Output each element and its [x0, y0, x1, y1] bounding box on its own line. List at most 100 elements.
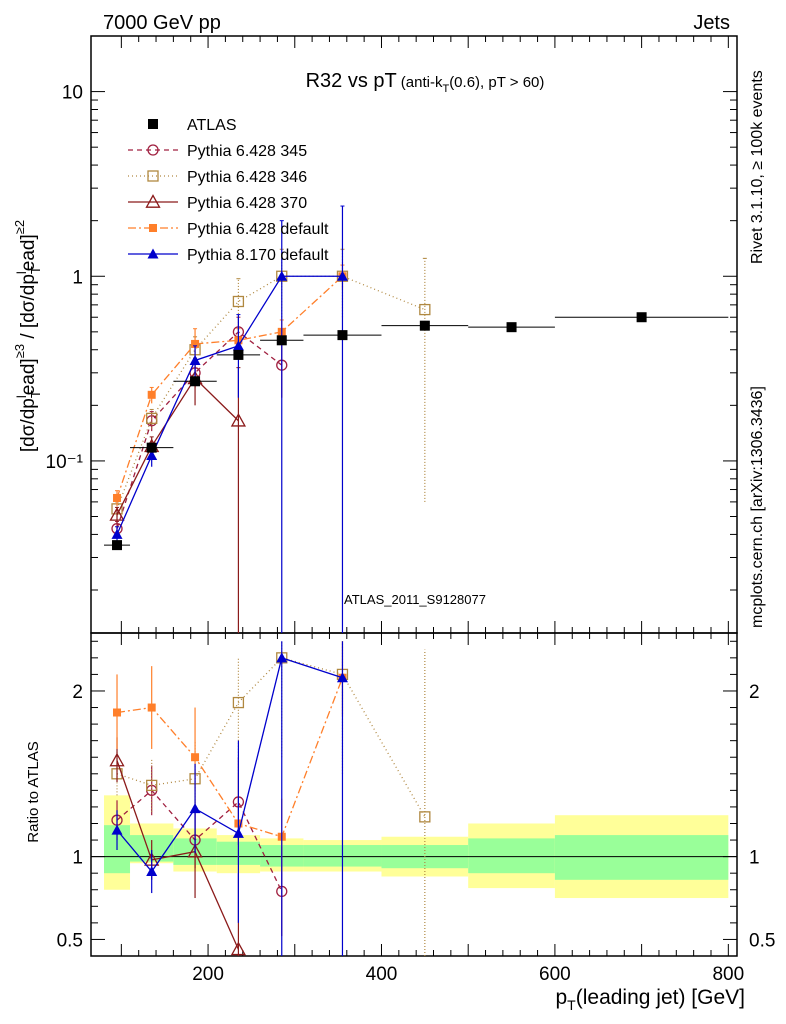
ratio-point — [191, 753, 200, 762]
header-right: Jets — [693, 12, 730, 34]
legend-entry-1: Pythia 6.428 345 — [128, 143, 307, 160]
legend-label: Pythia 6.428 default — [187, 221, 329, 238]
data-point — [232, 295, 245, 308]
data-point — [191, 339, 200, 348]
ratio-line — [116, 657, 426, 818]
data-point — [147, 390, 156, 399]
data-point — [146, 449, 158, 460]
ratio-point — [146, 866, 158, 877]
legend-marker — [149, 224, 157, 232]
atlas-point — [337, 330, 348, 341]
ratio-line — [116, 677, 344, 838]
ylabel-d: ead] — [18, 234, 39, 271]
ylabel-sup3: ≥3 — [12, 344, 27, 358]
atlas-point — [112, 540, 123, 551]
ratio-line — [116, 657, 343, 873]
ratio-frame — [90, 632, 738, 957]
rivet-label: Rivet 3.1.10, ≥ 100k events — [749, 70, 766, 264]
ratio-point — [189, 803, 201, 814]
ratio-point — [187, 843, 203, 858]
legend-entry-3: Pythia 6.428 370 — [128, 194, 307, 212]
ratio-tick-label-right: 0.5 — [749, 930, 775, 951]
atlas-point — [233, 349, 244, 360]
ylabel-sup2: ≥2 — [12, 220, 27, 234]
ratio-line — [116, 760, 240, 950]
x-tick-label: 600 — [539, 964, 571, 985]
series-line — [116, 275, 426, 510]
data-point — [230, 412, 247, 427]
ratio-point — [419, 811, 431, 823]
xlabel-t: T — [567, 997, 576, 1013]
ratio-point — [109, 752, 125, 767]
legend-entry-4: Pythia 6.428 default — [128, 221, 329, 238]
data-point — [419, 303, 431, 316]
atlas-data — [104, 312, 729, 551]
ratio-tick-label-left: 2 — [72, 682, 83, 703]
y-tick-label: 10⁻¹ — [46, 452, 84, 473]
title-main: R32 vs pT — [306, 70, 397, 92]
x-tick-label: 400 — [366, 964, 398, 985]
ylabel-l2: l — [14, 271, 29, 274]
ylabel-t2: T — [28, 266, 43, 274]
data-point — [109, 507, 125, 521]
series-4 — [111, 205, 348, 956]
series-line — [116, 275, 343, 535]
series-line — [116, 377, 239, 516]
data-point — [111, 528, 123, 539]
series-line — [116, 275, 343, 499]
header-left: 7000 GeV pp — [103, 12, 221, 34]
watermark: ATLAS_2011_S9128077 — [344, 592, 486, 607]
legend: ATLAS Pythia 6.428 345 Pythia 6.428 346 Pyt… — [128, 117, 329, 264]
series-3 — [113, 264, 347, 874]
ratio-tick-label-right: 2 — [749, 682, 760, 703]
data-point — [336, 270, 348, 281]
y-axis-label: [dσ/dpTlead]≥3 / [dσ/dpTlead]≥2 — [12, 220, 43, 452]
legend-label: Pythia 8.170 default — [187, 247, 329, 264]
ylabel-l1: l — [14, 395, 29, 398]
legend-entry-5: Pythia 8.170 default — [128, 247, 329, 264]
x-tick-label: 800 — [712, 964, 744, 985]
atlas-point — [636, 312, 647, 323]
chart-title: R32 vs pT (anti-kT(0.6), pT > 60) — [306, 70, 545, 95]
series-line — [116, 330, 283, 529]
ratio-tick-label-left: 1 — [72, 848, 83, 869]
atlas-point — [276, 335, 287, 346]
x-axis-label: pT(leading jet) [GeV] — [555, 986, 745, 1013]
legend-marker — [145, 194, 161, 208]
xlabel-rest: (leading jet) [GeV] — [576, 986, 745, 1009]
axes-grid: 200 400 600 800 10 1 10⁻¹ 0.5 0.5 1 1 2 2 — [46, 35, 775, 985]
ylabel-a: [dσ/dp — [18, 398, 39, 452]
ratio-point — [232, 827, 244, 838]
legend-marker — [148, 119, 158, 129]
series-layer — [104, 205, 729, 956]
data-point — [276, 270, 288, 281]
xlabel-p: p — [555, 986, 567, 1009]
ratio-tick-label-right: 1 — [749, 848, 760, 869]
y-tick-label: 1 — [72, 267, 83, 288]
legend-label: Pythia 6.428 346 — [187, 169, 307, 186]
ratio-point — [276, 652, 288, 663]
legend-marker — [147, 170, 159, 182]
legend-entry-2: Pythia 6.428 346 — [128, 169, 307, 186]
ratio-tick-label-left: 0.5 — [57, 930, 83, 951]
ratio-point — [336, 672, 348, 683]
ratio-point — [113, 708, 122, 717]
legend-label: ATLAS — [187, 117, 237, 134]
ratio-point — [111, 824, 123, 835]
ylabel-t1: T — [28, 390, 43, 398]
atlas-point — [146, 442, 157, 453]
y-tick-label: 10 — [62, 83, 83, 104]
data-point — [189, 354, 201, 365]
data-point — [146, 412, 158, 425]
title-sub-t: T — [442, 83, 449, 95]
green-band-8 — [554, 835, 729, 880]
green-band-7 — [468, 838, 555, 874]
legend-label: Pythia 6.428 345 — [187, 143, 307, 160]
legend-marker — [147, 144, 159, 156]
ratio-point — [146, 779, 158, 792]
atlas-point — [419, 320, 430, 331]
ratio-y-axis-label: Ratio to ATLAS — [25, 741, 42, 842]
title-sub: (anti-k — [401, 74, 443, 91]
x-tick-label: 200 — [192, 964, 224, 985]
